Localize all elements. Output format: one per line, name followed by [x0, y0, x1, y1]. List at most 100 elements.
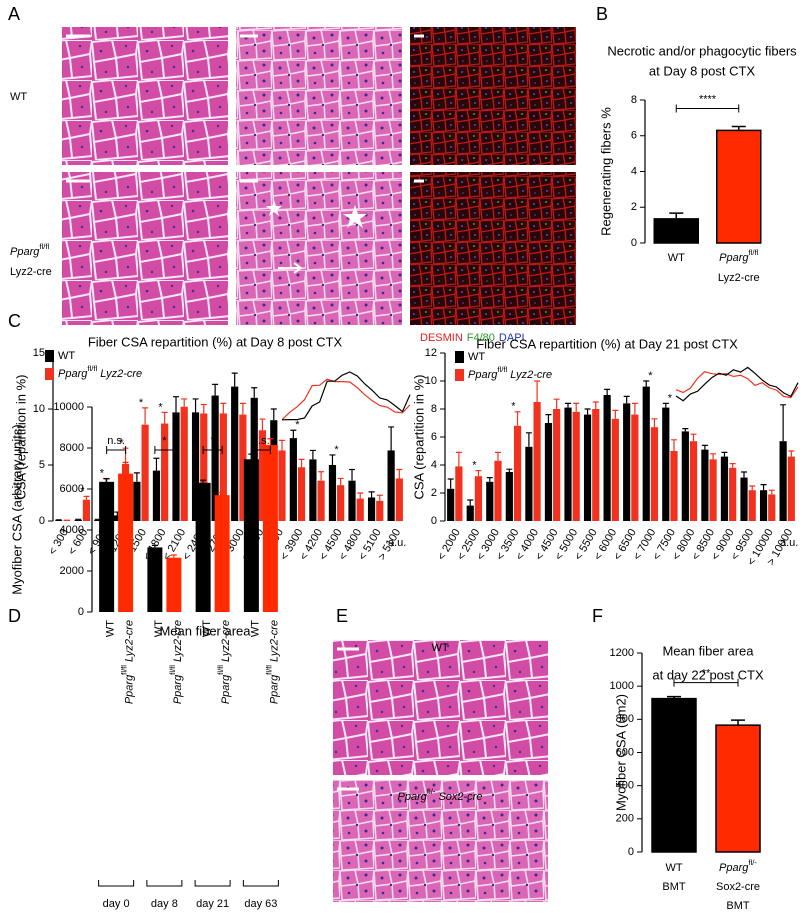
- bar: [99, 481, 115, 612]
- genotype-superscript: fl/fl: [39, 242, 49, 251]
- bar-label: Ppargfl/fl Lyz2-cre: [264, 620, 280, 704]
- error-bar: [181, 398, 188, 407]
- y-tick-label: 0: [78, 606, 84, 618]
- error-bar: [467, 499, 474, 506]
- genotype-superscript: fl/fl: [87, 364, 97, 373]
- micrograph: [62, 172, 228, 325]
- micrograph: [333, 640, 548, 775]
- bar: [328, 465, 337, 521]
- error-bar: [690, 433, 697, 442]
- panel-label: E: [336, 606, 348, 626]
- error-bar: [133, 472, 140, 482]
- bar: [348, 480, 356, 521]
- error-bar: [729, 463, 736, 468]
- bar: [650, 427, 659, 521]
- y-tick-label: 8: [631, 94, 637, 106]
- y-axis-title: CSA (repartition in %): [13, 375, 28, 500]
- legend-swatch: [455, 369, 464, 381]
- bar: [133, 481, 141, 521]
- inset-curve: [675, 366, 799, 402]
- y-tick-label: 5: [39, 459, 45, 471]
- gene-name: Pparg: [124, 674, 136, 704]
- significance-star: *: [668, 392, 673, 404]
- genotype-driver: Lyz2-cre: [510, 369, 552, 381]
- significance-bracket: [106, 446, 127, 454]
- error-bar: [151, 544, 158, 548]
- bar: [82, 499, 91, 521]
- bar: [631, 414, 639, 521]
- panel-a-images: [62, 27, 576, 325]
- significance-label: n.s.: [107, 435, 125, 447]
- y-tick-label: 10: [425, 375, 437, 387]
- error-bar: [75, 518, 82, 520]
- y-tick-label: 8000: [60, 442, 84, 454]
- error-bar: [161, 411, 168, 424]
- y-tick-label: 200: [616, 813, 634, 825]
- panel-label: F: [592, 606, 603, 626]
- bar: [94, 519, 102, 521]
- error-bar: [631, 402, 638, 415]
- bar: [759, 490, 768, 521]
- x-unit: a.u.: [388, 537, 406, 549]
- bar: [118, 473, 134, 612]
- panel-label: C: [8, 311, 21, 331]
- bar: [651, 697, 697, 853]
- significance-star: *: [100, 467, 105, 479]
- genotype-superscript: fl/fl: [216, 665, 225, 675]
- bar: [623, 403, 631, 521]
- x-tick-label: BMT: [726, 900, 750, 912]
- y-tick-label: 2: [431, 487, 437, 499]
- error-bar: [219, 492, 226, 496]
- error-bar: [270, 408, 277, 421]
- bar: [729, 467, 737, 521]
- group-label: day 8: [151, 898, 178, 910]
- error-bar: [651, 418, 658, 428]
- chart-title: Necrotic and/or phagocytic fibers: [607, 43, 797, 58]
- group-bracket: [194, 880, 231, 887]
- significance-bracket: [675, 104, 740, 113]
- error-bar: [682, 428, 689, 432]
- error-bar: [309, 449, 316, 460]
- error-bar: [267, 438, 274, 445]
- significance-star: *: [295, 419, 300, 431]
- error-bar: [760, 484, 767, 491]
- y-tick-label: 10: [33, 403, 45, 415]
- bar: [337, 485, 345, 521]
- error-bar: [455, 451, 462, 467]
- error-bar: [710, 453, 717, 460]
- bar: [180, 406, 188, 521]
- bar: [161, 423, 169, 521]
- y-tick-label: 6: [631, 130, 637, 142]
- row-label: Ppargfl/fl: [10, 242, 49, 258]
- chart-title: at Day 8 post CTX: [649, 63, 756, 78]
- y-tick-label: 15: [33, 347, 45, 359]
- bar: [768, 494, 776, 521]
- group-label: day 63: [244, 898, 277, 910]
- error-bar: [248, 453, 255, 460]
- error-bar: [701, 444, 708, 450]
- error-bar: [669, 212, 684, 219]
- inset-curve: [281, 371, 411, 421]
- genotype-superscript: fl/-: [427, 787, 436, 796]
- bar: [200, 413, 208, 521]
- error-bar: [741, 471, 748, 478]
- x-tick-label: BMT: [662, 881, 686, 893]
- bar: [243, 459, 259, 612]
- bar: [211, 395, 219, 521]
- bar: [494, 460, 502, 521]
- gene-name: Pparg: [220, 674, 232, 704]
- y-tick-label: 800: [616, 713, 634, 725]
- x-tick-label: Ppargfl/fl: [719, 248, 758, 264]
- bar: [662, 407, 670, 521]
- error-bar: [623, 395, 630, 404]
- y-tick-label: 600: [616, 746, 634, 758]
- error-bar: [667, 695, 681, 699]
- x-tick-label: Sox2-cre: [716, 881, 760, 893]
- bar: [239, 414, 247, 521]
- error-bar: [337, 477, 344, 486]
- bar: [715, 724, 761, 853]
- gene-name: Pparg: [268, 674, 280, 704]
- error-bar: [612, 409, 619, 419]
